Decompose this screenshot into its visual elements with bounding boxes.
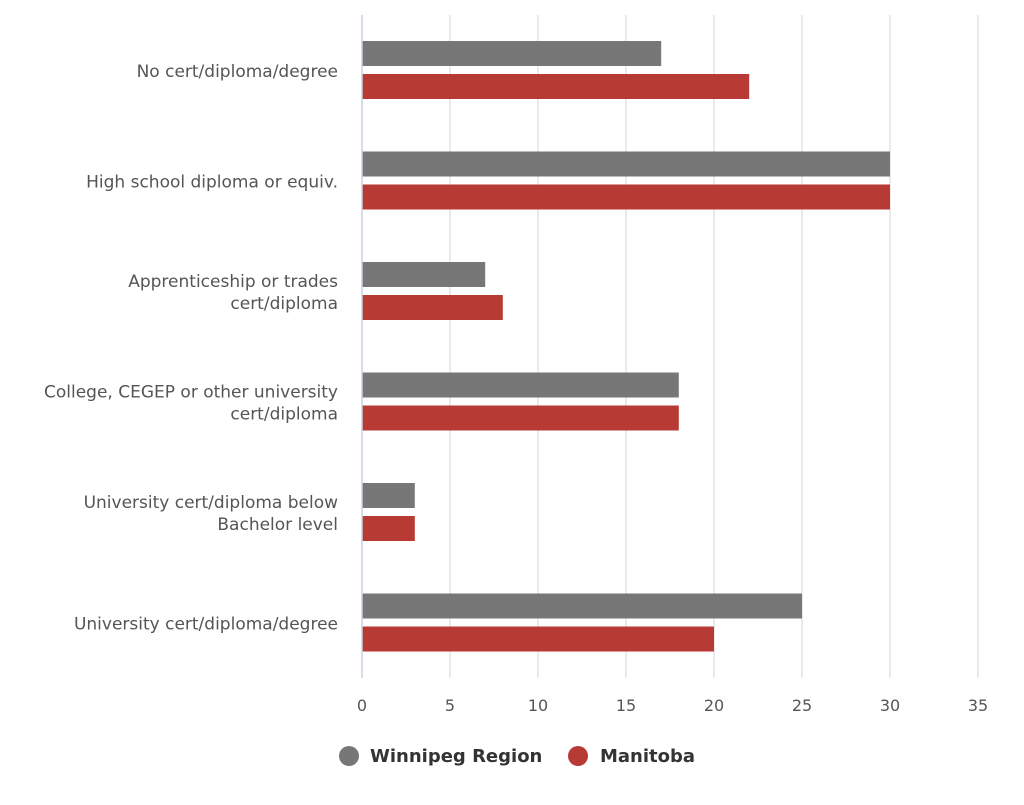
x-tick-label: 15 — [616, 696, 636, 715]
category-label: cert/diploma — [230, 294, 338, 314]
category-label: Bachelor level — [217, 515, 338, 535]
x-tick-label: 0 — [357, 696, 367, 715]
bar[interactable] — [362, 483, 415, 508]
x-tick-label: 10 — [528, 696, 548, 715]
category-labels: No cert/diploma/degree High school diplom… — [44, 62, 338, 635]
bar[interactable] — [362, 626, 714, 652]
category-label: cert/diploma — [230, 405, 338, 425]
bar[interactable] — [362, 593, 802, 619]
bar[interactable] — [362, 372, 679, 398]
x-tick-labels: 0 5 10 15 20 25 30 35 — [357, 696, 988, 715]
legend-marker[interactable] — [339, 746, 359, 766]
bar[interactable] — [362, 151, 890, 177]
x-tick-label: 20 — [704, 696, 724, 715]
bars — [362, 41, 890, 652]
legend-marker[interactable] — [568, 746, 588, 766]
category-label: College, CEGEP or other university — [44, 383, 338, 403]
grid-lines — [449, 15, 979, 678]
legend-label[interactable]: Manitoba — [600, 746, 695, 767]
category-label: University cert/diploma below — [84, 493, 339, 513]
x-tick-label: 5 — [445, 696, 455, 715]
category-label: High school diploma or equiv. — [86, 173, 338, 193]
bar[interactable] — [362, 41, 662, 66]
bar[interactable] — [362, 516, 415, 541]
legend: Winnipeg Region Manitoba — [339, 746, 695, 767]
legend-label[interactable]: Winnipeg Region — [370, 746, 542, 767]
x-tick-label: 35 — [968, 696, 988, 715]
category-label: Apprenticeship or trades — [128, 272, 338, 292]
bar[interactable] — [362, 74, 750, 99]
category-label: University cert/diploma/degree — [74, 615, 338, 635]
bar[interactable] — [362, 262, 486, 287]
bar[interactable] — [362, 184, 890, 210]
x-tick-label: 30 — [880, 696, 900, 715]
bar[interactable] — [362, 295, 503, 320]
category-label: No cert/diploma/degree — [137, 62, 338, 82]
bar[interactable] — [362, 405, 679, 431]
x-tick-label: 25 — [792, 696, 812, 715]
